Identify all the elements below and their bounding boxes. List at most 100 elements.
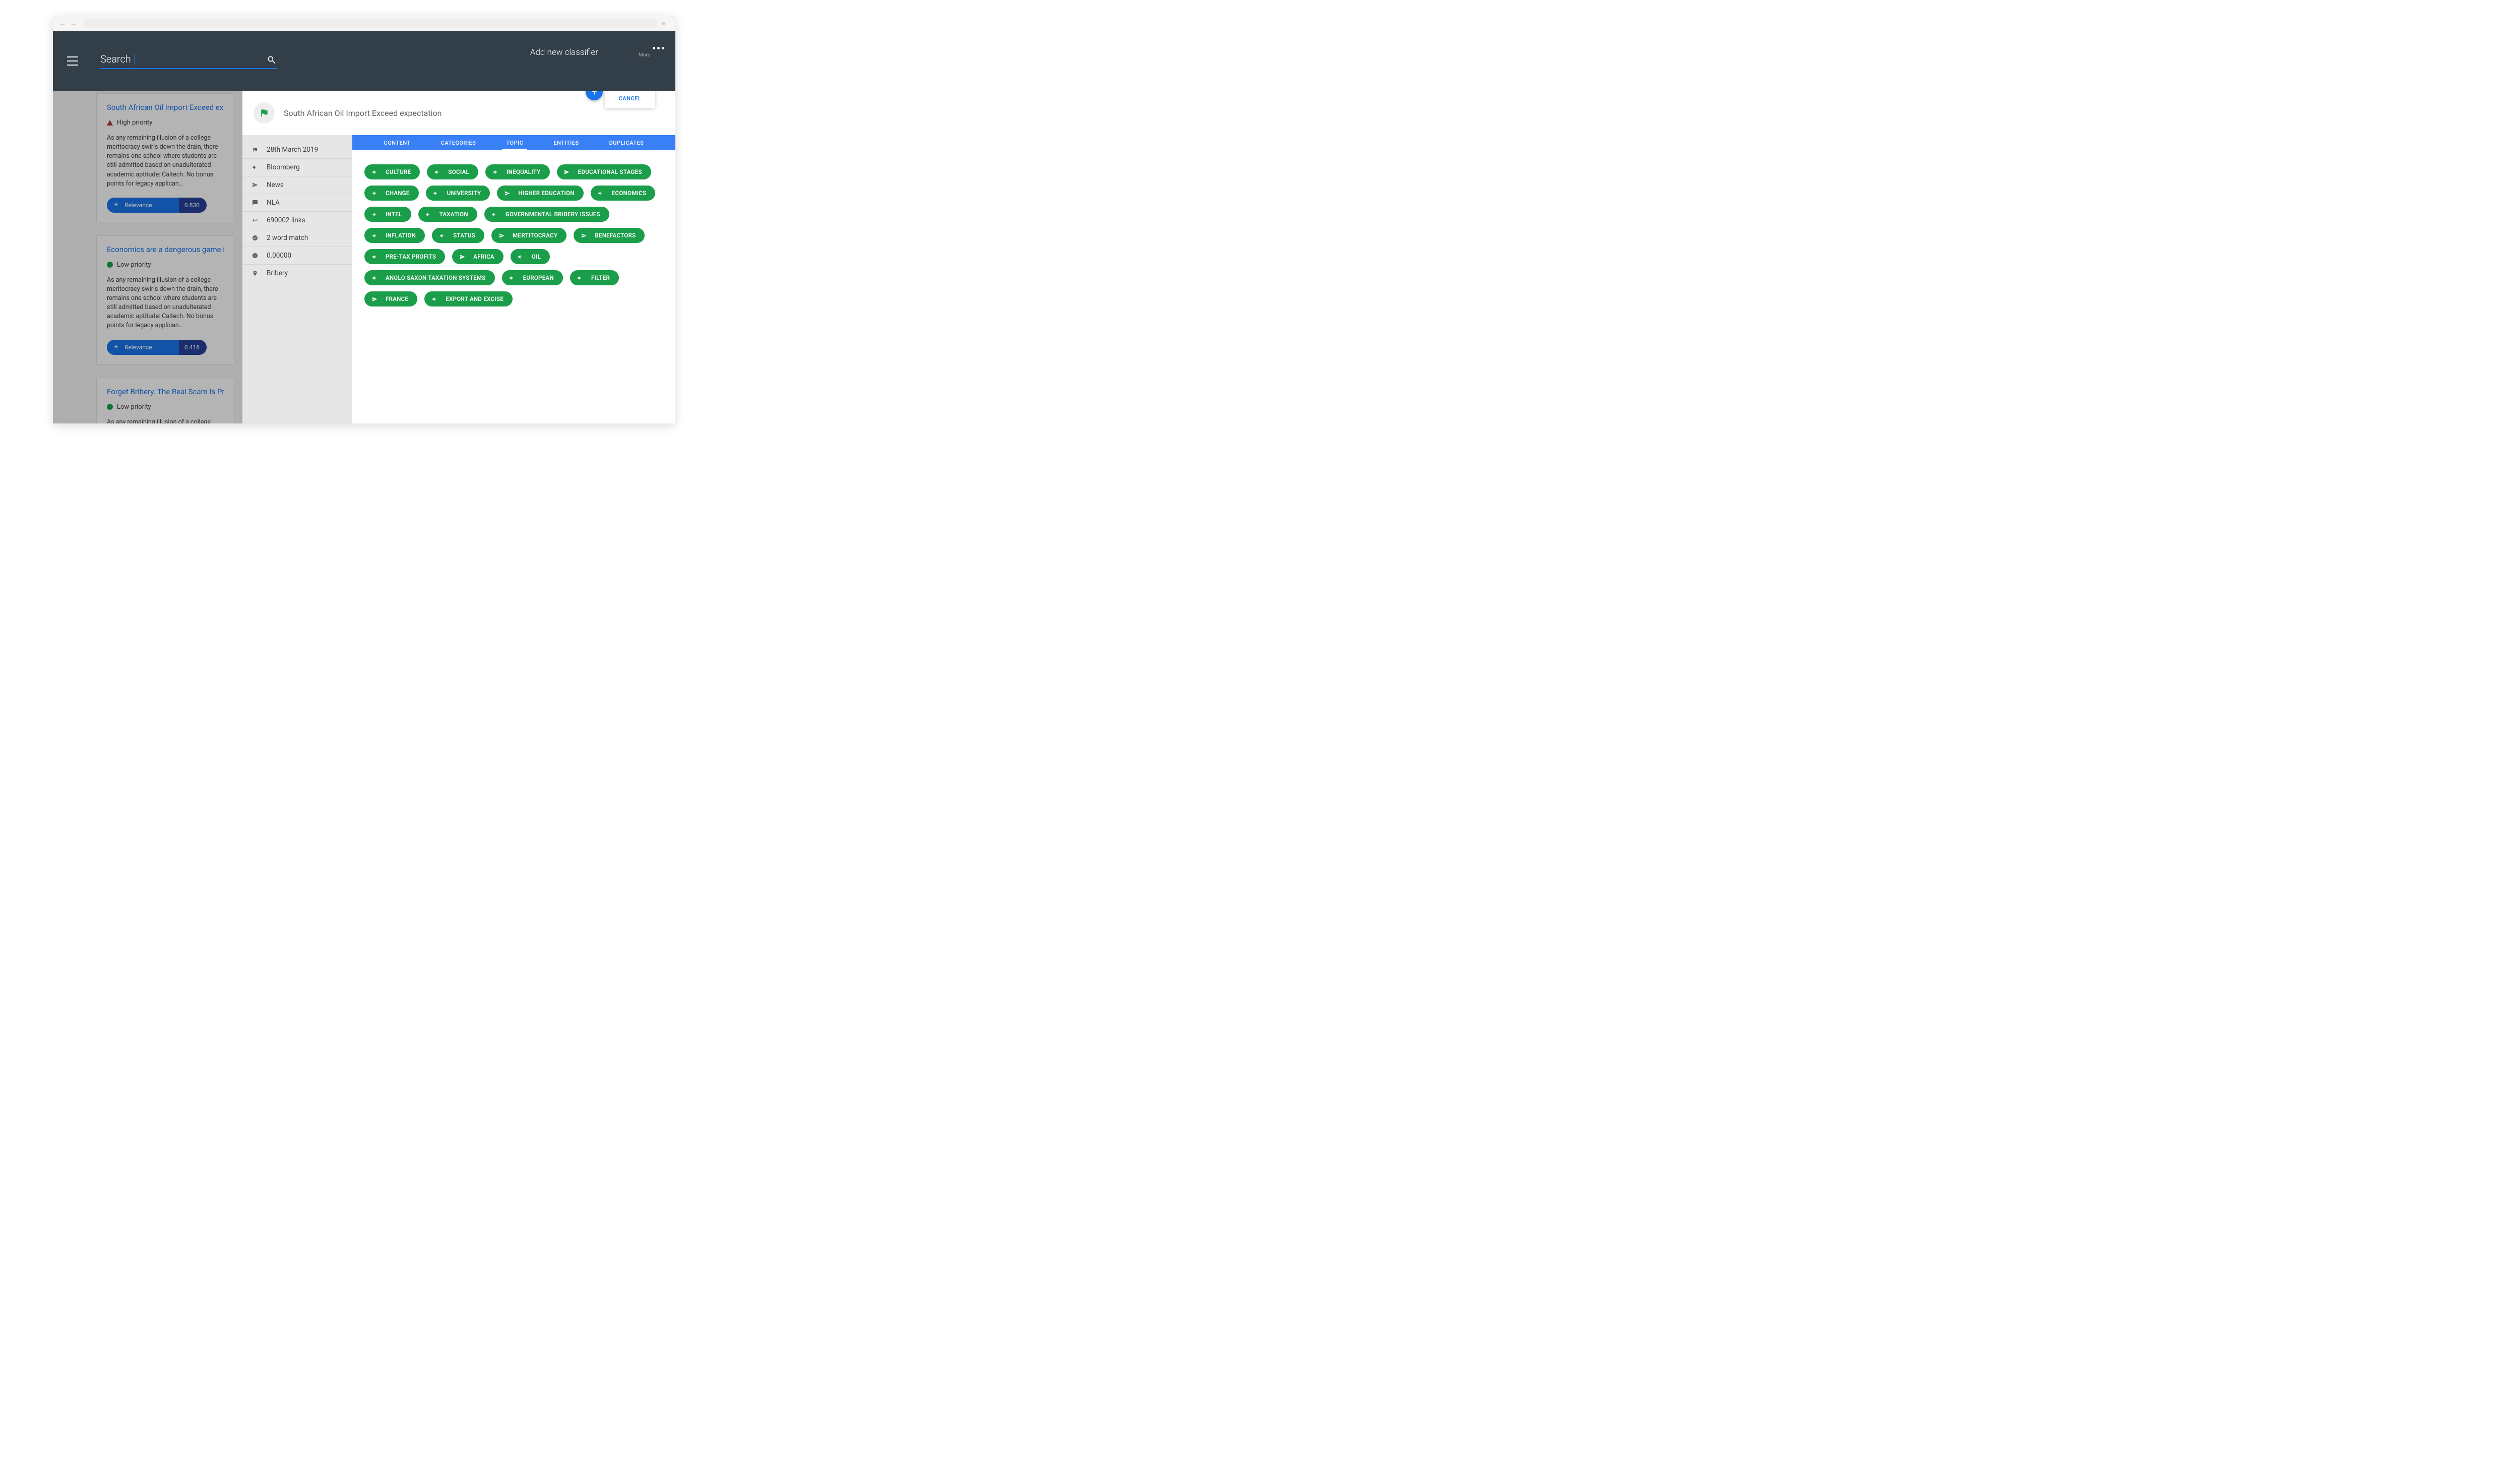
speaker-icon [371, 233, 377, 238]
topic-chip[interactable]: PRE-TAX PROFITS [364, 249, 445, 264]
topic-chip[interactable]: INFLATION [364, 228, 425, 243]
speaker-icon [371, 254, 377, 260]
chip-label: CULTURE [386, 168, 411, 175]
relevance-pill[interactable]: Relevance 0.830 [107, 198, 207, 213]
topic-chip[interactable]: FILTER [570, 270, 619, 285]
topic-chip[interactable]: HIGHER EDUCATION [497, 186, 583, 201]
topic-chip[interactable]: GOVERNMENTAL BRIBERY ISSUES [484, 207, 609, 222]
result-title[interactable]: Forget Bribery. The Real Scam Is Pretend… [107, 387, 224, 396]
meta-row: Bloomberg [242, 159, 352, 176]
hamburger-icon[interactable] [67, 56, 78, 66]
topic-chip[interactable]: STATUS [432, 228, 484, 243]
result-body: As any remaining illusion of a college m… [107, 276, 224, 331]
priority-label: Low priority [117, 261, 151, 269]
chat-icon [251, 200, 259, 206]
tab-categories[interactable]: CATEGORIES [440, 135, 477, 150]
search-input[interactable]: Search [100, 53, 277, 69]
priority-low-icon [107, 262, 113, 268]
result-card[interactable]: South African Oil Import Exceed expectat… [96, 93, 234, 222]
meta-text: Bloomberg [267, 163, 300, 171]
speaker-icon [491, 212, 497, 217]
topic-chip[interactable]: MERTITOCRACY [491, 228, 566, 243]
meta-row: 0.00000 [242, 247, 352, 265]
topic-chip[interactable]: EXPORT AND EXCISE [424, 291, 513, 307]
search-icon[interactable] [267, 55, 277, 65]
topic-chip[interactable]: AFRICA [452, 249, 503, 264]
meta-text: Bribery [267, 269, 288, 277]
tab-bar: CONTENT CATEGORIES TOPIC ENTITIES DUPLICATES [352, 135, 675, 150]
relevance-label: Relevance [124, 344, 152, 351]
topic-chip[interactable]: UNIVERSITY [426, 186, 490, 201]
topic-chip[interactable]: INTEL [364, 207, 411, 222]
topic-chip[interactable]: EDUCATIONAL STAGES [557, 164, 651, 179]
speaker-icon [371, 275, 377, 281]
browser-frame: ← → ≡ Search Add new classifier More [53, 16, 675, 423]
search-cursor [134, 54, 135, 65]
chip-label: UNIVERSITY [447, 190, 481, 197]
result-body: As any remaining illusion of a college m… [107, 134, 224, 189]
meta-sidebar: 28th March 2019BloombergNewsNLA690002 li… [242, 135, 352, 423]
priority-label: High priority [117, 119, 152, 127]
speaker-icon [431, 296, 437, 302]
browser-menu-icon[interactable]: ≡ [661, 19, 670, 28]
topic-chip[interactable]: EUROPEAN [502, 270, 563, 285]
chip-label: FRANCE [386, 295, 408, 302]
app-header: Search Add new classifier More [53, 31, 675, 91]
topic-chip[interactable]: OIL [511, 249, 550, 264]
priority-high-icon [107, 120, 113, 126]
speaker-icon [371, 212, 377, 217]
more-label: More [639, 52, 650, 58]
url-input[interactable] [84, 19, 657, 28]
relevance-pill[interactable]: Relevance0.416 [107, 340, 207, 355]
topic-chip[interactable]: TAXATION [418, 207, 477, 222]
nav-back-icon[interactable]: ← [58, 20, 67, 27]
pin-icon [251, 270, 259, 276]
topic-chip[interactable]: INEQUALITY [485, 164, 550, 179]
tab-content[interactable]: CONTENT [383, 135, 412, 150]
priority-low-icon [107, 404, 113, 410]
detail-body: 28th March 2019BloombergNewsNLA690002 li… [242, 135, 675, 423]
chip-label: EXPORT AND EXCISE [446, 295, 503, 302]
chip-label: EUROPEAN [523, 274, 554, 281]
chip-label: OIL [532, 253, 541, 260]
cancel-button[interactable]: CANCEL [605, 91, 655, 108]
topic-chip[interactable]: SOCIAL [427, 164, 478, 179]
tab-duplicates[interactable]: DUPLICATES [608, 135, 645, 150]
chip-label: ANGLO SAXON TAXATION SYSTEMS [386, 274, 486, 281]
relevance-label: Relevance [124, 202, 152, 209]
priority-row: Low priority [107, 261, 224, 269]
return-icon [251, 217, 259, 223]
nav-forward-icon[interactable]: → [69, 20, 78, 27]
speaker-icon [509, 275, 515, 281]
relevance-value: 0.830 [184, 202, 200, 209]
add-classifier-label[interactable]: Add new classifier [530, 47, 598, 57]
speaker-icon [577, 275, 583, 281]
check-icon [251, 235, 259, 241]
chip-label: GOVERNMENTAL BRIBERY ISSUES [506, 211, 600, 218]
result-title[interactable]: South African Oil Import Exceed expectat… [107, 103, 224, 112]
cancel-label: CANCEL [619, 95, 642, 102]
topic-chip[interactable]: CHANGE [364, 186, 419, 201]
topic-chip[interactable]: ANGLO SAXON TAXATION SYSTEMS [364, 270, 495, 285]
chip-label: PRE-TAX PROFITS [386, 253, 436, 260]
topic-chip[interactable]: ECONOMICS [591, 186, 656, 201]
tab-entities[interactable]: ENTITIES [552, 135, 580, 150]
chip-label: ECONOMICS [612, 190, 647, 197]
tab-topic[interactable]: TOPIC [505, 135, 524, 150]
result-card[interactable]: Forget Bribery. The Real Scam Is Pretend… [96, 378, 234, 424]
topic-chip[interactable]: CULTURE [364, 164, 420, 179]
more-icon[interactable] [653, 47, 664, 49]
send-icon [498, 233, 505, 238]
send-icon [371, 296, 377, 302]
send-icon [251, 182, 259, 188]
priority-row: Low priority [107, 403, 224, 411]
send-icon [581, 233, 587, 238]
topic-chip[interactable]: BENEFACTORS [574, 228, 645, 243]
results-panel: South African Oil Import Exceed expectat… [53, 91, 242, 423]
speaker-icon [371, 191, 377, 196]
priority-label: Low priority [117, 403, 151, 411]
speaker-icon [114, 344, 119, 351]
result-title[interactable]: Economics are a dangerous game in the we… [107, 245, 224, 254]
topic-chip[interactable]: FRANCE [364, 291, 417, 307]
result-card[interactable]: Economics are a dangerous game in the we… [96, 235, 234, 364]
